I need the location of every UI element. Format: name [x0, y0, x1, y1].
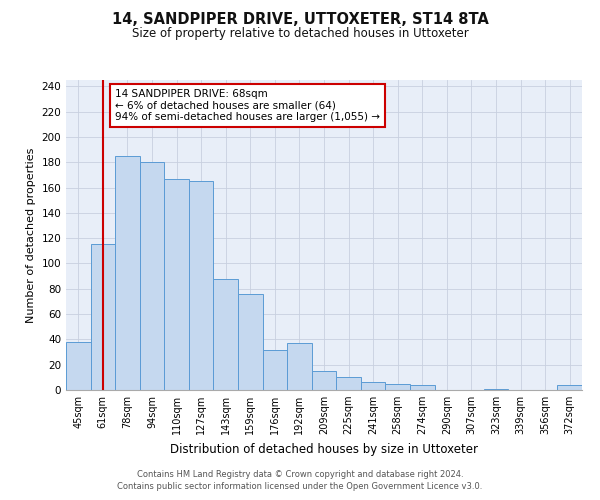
Bar: [361, 382, 385, 390]
Bar: [238, 294, 263, 390]
Bar: [385, 384, 410, 390]
Bar: [189, 181, 214, 390]
Bar: [164, 178, 189, 390]
Bar: [557, 385, 582, 390]
Y-axis label: Number of detached properties: Number of detached properties: [26, 148, 36, 322]
Text: Contains public sector information licensed under the Open Government Licence v3: Contains public sector information licen…: [118, 482, 482, 491]
Bar: [336, 378, 361, 390]
Bar: [91, 244, 115, 390]
Bar: [263, 350, 287, 390]
Text: 14, SANDPIPER DRIVE, UTTOXETER, ST14 8TA: 14, SANDPIPER DRIVE, UTTOXETER, ST14 8TA: [112, 12, 488, 28]
Bar: [140, 162, 164, 390]
Bar: [66, 342, 91, 390]
Bar: [214, 278, 238, 390]
Bar: [115, 156, 140, 390]
Text: Size of property relative to detached houses in Uttoxeter: Size of property relative to detached ho…: [131, 28, 469, 40]
Bar: [410, 385, 434, 390]
Text: Contains HM Land Registry data © Crown copyright and database right 2024.: Contains HM Land Registry data © Crown c…: [137, 470, 463, 479]
Bar: [312, 371, 336, 390]
Text: 14 SANDPIPER DRIVE: 68sqm
← 6% of detached houses are smaller (64)
94% of semi-d: 14 SANDPIPER DRIVE: 68sqm ← 6% of detach…: [115, 89, 380, 122]
Bar: [287, 343, 312, 390]
X-axis label: Distribution of detached houses by size in Uttoxeter: Distribution of detached houses by size …: [170, 442, 478, 456]
Bar: [484, 388, 508, 390]
